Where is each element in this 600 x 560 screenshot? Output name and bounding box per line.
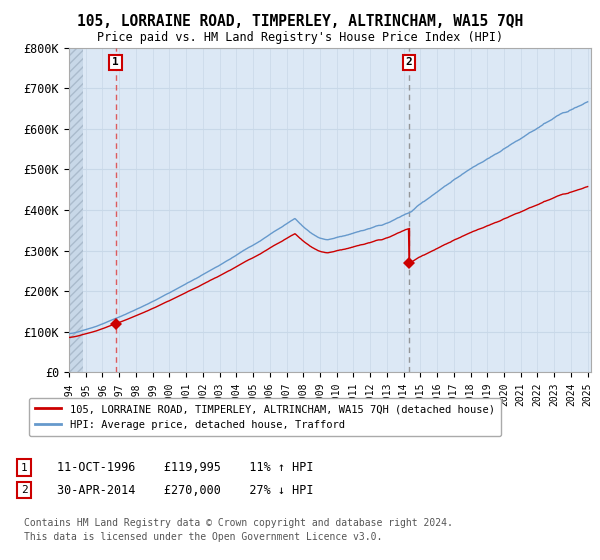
Text: Contains HM Land Registry data © Crown copyright and database right 2024.: Contains HM Land Registry data © Crown c… [24, 519, 453, 529]
Text: 30-APR-2014    £270,000    27% ↓ HPI: 30-APR-2014 £270,000 27% ↓ HPI [57, 483, 314, 497]
Text: 11-OCT-1996    £119,995    11% ↑ HPI: 11-OCT-1996 £119,995 11% ↑ HPI [57, 461, 314, 474]
Text: 2: 2 [20, 485, 28, 495]
Text: 105, LORRAINE ROAD, TIMPERLEY, ALTRINCHAM, WA15 7QH: 105, LORRAINE ROAD, TIMPERLEY, ALTRINCHA… [77, 14, 523, 29]
Text: 2: 2 [406, 57, 413, 67]
Text: Price paid vs. HM Land Registry's House Price Index (HPI): Price paid vs. HM Land Registry's House … [97, 31, 503, 44]
Bar [69, 48, 83, 372]
Text: This data is licensed under the Open Government Licence v3.0.: This data is licensed under the Open Gov… [24, 533, 382, 543]
Text: 1: 1 [112, 57, 119, 67]
Text: 1: 1 [20, 463, 28, 473]
Legend: 105, LORRAINE ROAD, TIMPERLEY, ALTRINCHAM, WA15 7QH (detached house), HPI: Avera: 105, LORRAINE ROAD, TIMPERLEY, ALTRINCHA… [29, 398, 501, 436]
